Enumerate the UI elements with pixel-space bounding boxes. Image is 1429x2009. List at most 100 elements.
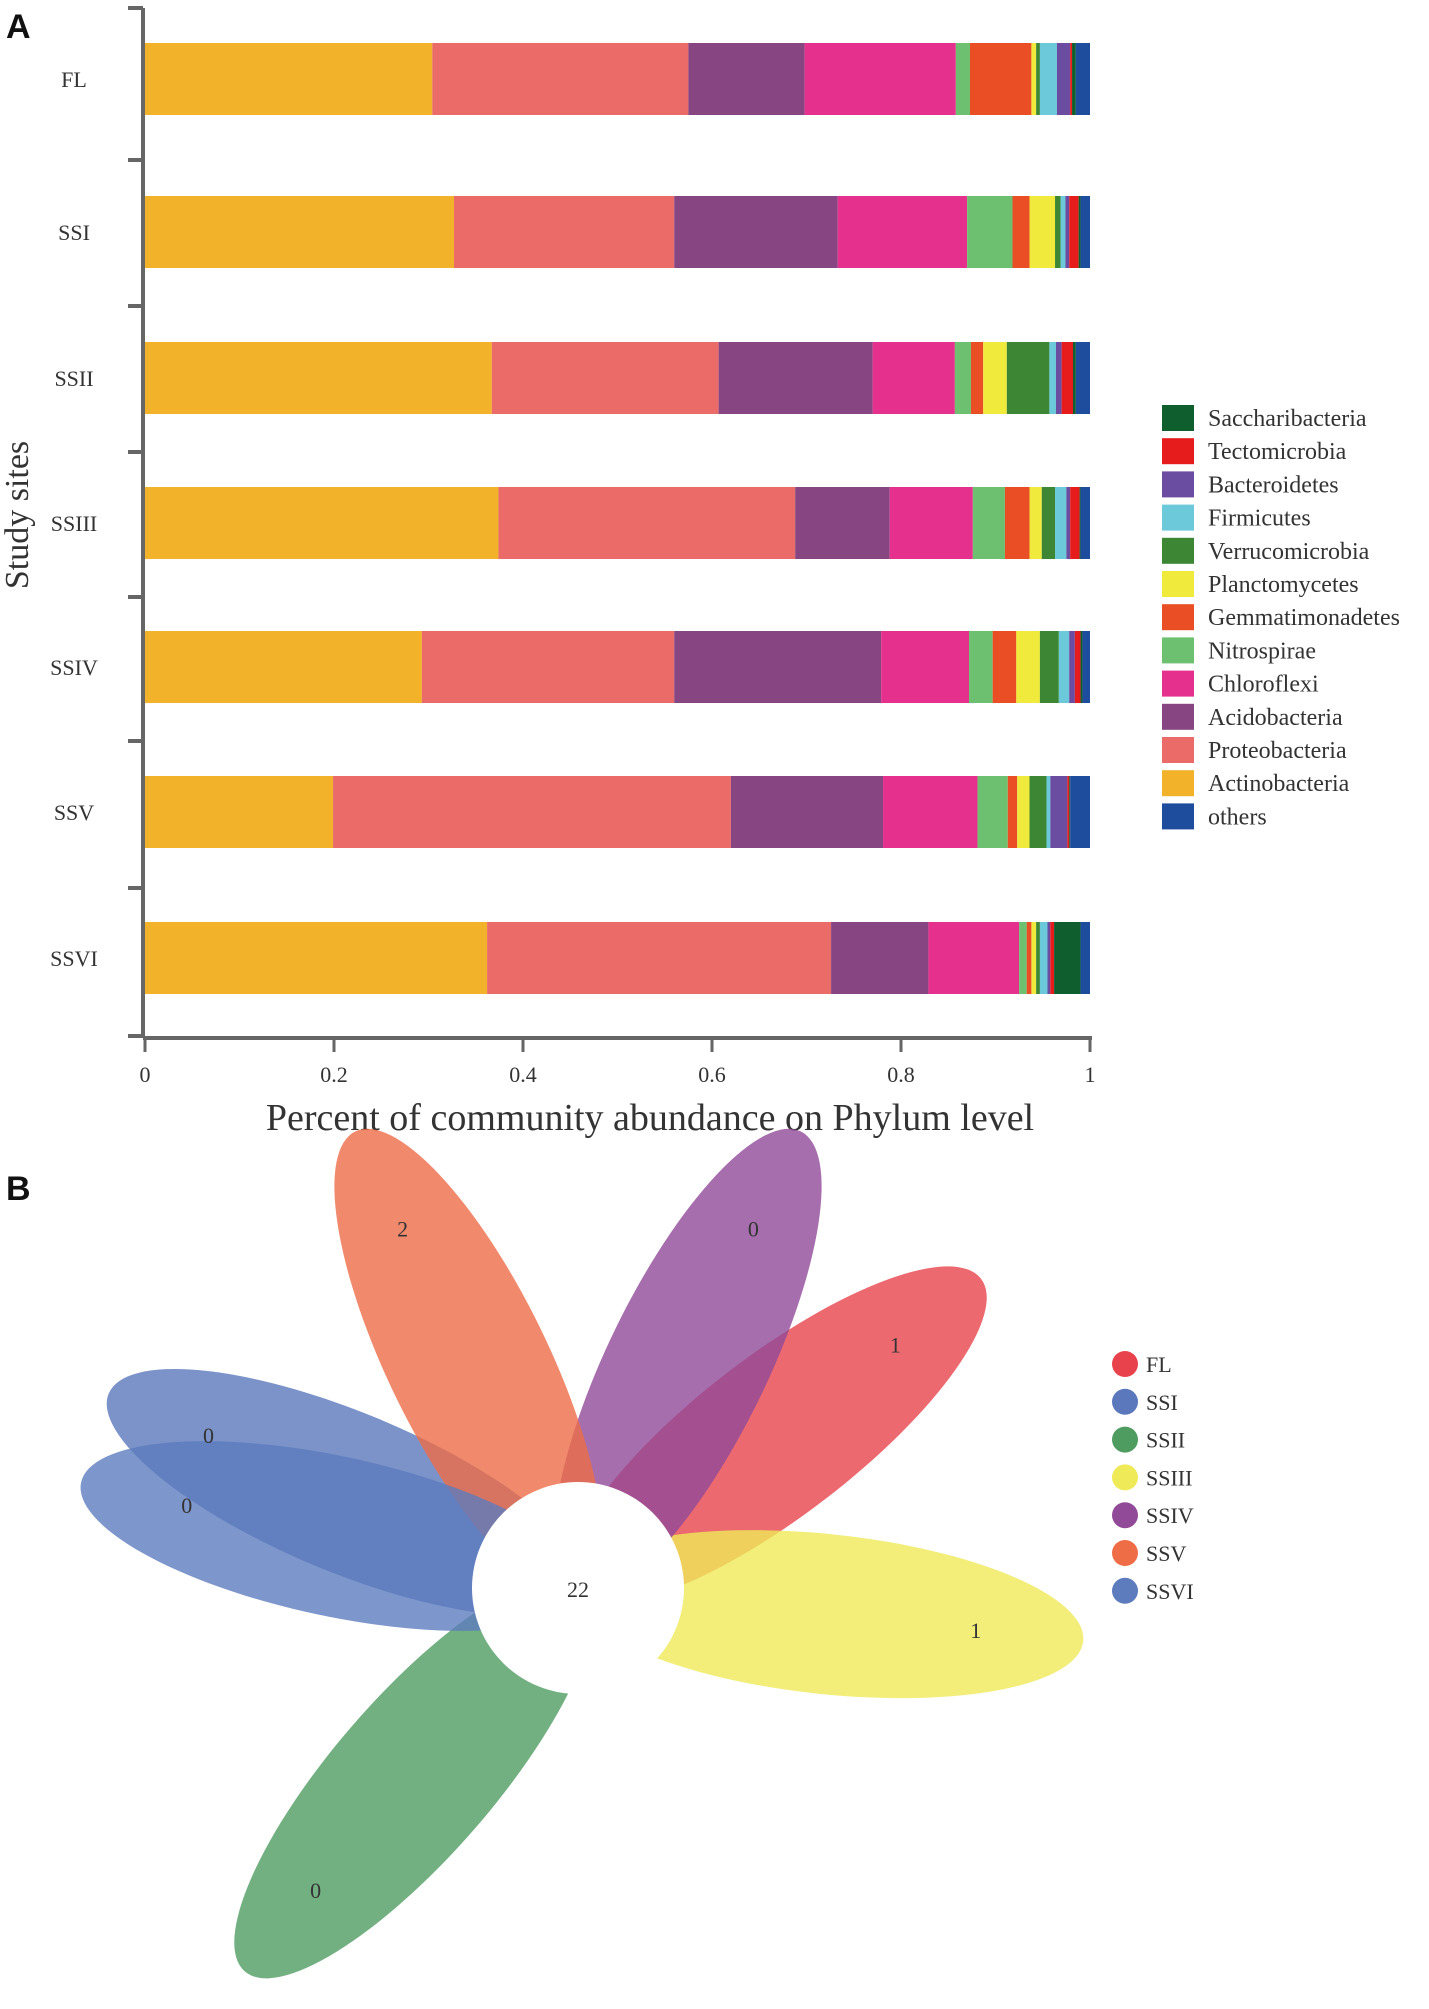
- bar-ssi-firmicutes: [1060, 196, 1066, 268]
- bar-fl-bacteroidetes: [1056, 43, 1071, 115]
- legend-swatch-nitrospirae: [1162, 637, 1194, 664]
- bar-ssii-acidobacteria: [718, 342, 873, 414]
- bar-fl-nitrospirae: [955, 43, 970, 115]
- y-axis-title: Study sites: [0, 441, 36, 589]
- legend-label-acidobacteria: Acidobacteria: [1208, 705, 1343, 731]
- venn-petal-ssv: [334, 1128, 603, 1598]
- bar-fl-proteobacteria: [432, 43, 689, 115]
- venn-petal-ssii: [234, 1575, 594, 1979]
- bar-ssii-planctomycetes: [983, 342, 1007, 414]
- venn-legend-label-ssiii: SSIII: [1146, 1465, 1192, 1490]
- bar-ssi-others: [1080, 196, 1090, 268]
- bar-ssvi-nitrospirae: [1019, 922, 1027, 994]
- bar-ssv-firmicutes: [1046, 776, 1051, 848]
- category-label-ssi: SSI: [58, 220, 90, 245]
- x-axis-ticks: [143, 1038, 1092, 1052]
- legend-swatch-tectomicrobia: [1162, 438, 1194, 465]
- bar-ssiii-bacteroidetes: [1066, 487, 1071, 559]
- venn-petal-ssiv: [553, 1128, 822, 1598]
- bar-ssii-proteobacteria: [491, 342, 719, 414]
- stacked-bar-chart: FL SSI SSII SSIII SSIV SSV SSVI 0 0.2 0.4 0.6 0.8 1…: [0, 6, 1400, 1139]
- bar-ssv-others: [1070, 776, 1090, 848]
- venn-value-ssiii: 1: [970, 1618, 981, 1643]
- venn-legend-label-ssi: SSI: [1146, 1390, 1178, 1415]
- bar-ssii-actinobacteria: [145, 342, 492, 414]
- legend-label-gemmatimonadetes: Gemmatimonadetes: [1208, 605, 1400, 631]
- bar-ssi-verrucomicrobia: [1055, 196, 1061, 268]
- bar-ssv-chloroflexi: [883, 776, 978, 848]
- legend-swatch-firmicutes: [1162, 504, 1194, 531]
- venn-core-value: 22: [567, 1577, 589, 1602]
- venn-petals: [80, 1128, 1084, 1979]
- bar-ssiv-proteobacteria: [421, 631, 675, 703]
- legend-label-bacteroidetes: Bacteroidetes: [1208, 472, 1339, 498]
- venn-legend-label-ssiv: SSIV: [1146, 1503, 1194, 1528]
- bar-ssiv-chloroflexi: [881, 631, 970, 703]
- x-tick-label-1: 0.2: [320, 1062, 348, 1087]
- legend-swatch-others: [1162, 803, 1194, 830]
- bar-ssvi-proteobacteria: [487, 922, 832, 994]
- bar-ssvi-others: [1080, 922, 1090, 994]
- bar-ssvi-acidobacteria: [831, 922, 929, 994]
- bar-ssv-actinobacteria: [145, 776, 334, 848]
- x-tick-label-4: 0.8: [887, 1062, 915, 1087]
- bar-ssii-gemmatimonadetes: [970, 342, 984, 414]
- bar-ssi-tectomicrobia: [1069, 196, 1079, 268]
- bar-ssv-planctomycetes: [1017, 776, 1030, 848]
- bar-ssv-verrucomicrobia: [1029, 776, 1047, 848]
- legend-swatch-verrucomicrobia: [1162, 537, 1194, 564]
- bar-ssv-nitrospirae: [977, 776, 1008, 848]
- bar-segments: [145, 43, 1090, 994]
- bar-ssiii-acidobacteria: [795, 487, 890, 559]
- bar-ssiv-firmicutes: [1058, 631, 1070, 703]
- bar-ssiii-nitrospirae: [972, 487, 1005, 559]
- bar-ssii-verrucomicrobia: [1006, 342, 1050, 414]
- bar-ssiv-nitrospirae: [969, 631, 993, 703]
- bar-ssi-planctomycetes: [1029, 196, 1056, 268]
- venn-value-ssiv: 0: [748, 1216, 759, 1241]
- bar-ssvi-verrucomicrobia: [1036, 922, 1040, 994]
- bar-ssii-firmicutes: [1049, 342, 1056, 414]
- legend-label-firmicutes: Firmicutes: [1208, 506, 1311, 532]
- legend-label-saccharibacteria: Saccharibacteria: [1208, 406, 1367, 432]
- bar-ssi-saccharibacteria: [1078, 196, 1081, 268]
- bar-ssii-chloroflexi: [872, 342, 955, 414]
- category-label-ssii: SSII: [54, 366, 93, 391]
- panel-label-a: A: [6, 8, 31, 46]
- legend-swatch-acidobacteria: [1162, 703, 1194, 730]
- legend-label-planctomycetes: Planctomycetes: [1208, 572, 1359, 598]
- bar-ssiv-acidobacteria: [674, 631, 882, 703]
- bar-ssvi-planctomycetes: [1031, 922, 1037, 994]
- venn-petal-ssiii: [569, 1530, 1084, 1699]
- venn-core: [472, 1482, 684, 1694]
- venn-legend-label-ssvi: SSVI: [1146, 1579, 1194, 1604]
- bar-ssi-actinobacteria: [145, 196, 455, 268]
- bar-ssv-saccharibacteria: [1069, 776, 1071, 848]
- bar-ssiii-firmicutes: [1055, 487, 1067, 559]
- legend-swatch-chloroflexi: [1162, 670, 1194, 697]
- legend-swatch-saccharibacteria: [1162, 405, 1194, 431]
- x-tick-label-0: 0: [140, 1062, 151, 1087]
- bar-fl-acidobacteria: [688, 43, 805, 115]
- y-axis-ticks: [128, 6, 143, 1038]
- category-label-ssvi: SSVI: [50, 946, 98, 971]
- x-tick-label-5: 1: [1085, 1062, 1096, 1087]
- venn-legend-label-ssii: SSII: [1146, 1428, 1185, 1453]
- category-label-ssv: SSV: [54, 800, 94, 825]
- venn-legend-swatch-ssi: [1112, 1388, 1138, 1415]
- bar-ssv-tectomicrobia: [1067, 776, 1070, 848]
- bar-ssiii-planctomycetes: [1029, 487, 1042, 559]
- legend-label-actinobacteria: Actinobacteria: [1208, 771, 1350, 797]
- phylum-legend: Saccharibacteria Tectomicrobia Bacteroidet…: [1162, 405, 1400, 830]
- bar-ssiii-actinobacteria: [145, 487, 499, 559]
- venn-legend-swatch-ssiv: [1112, 1502, 1138, 1529]
- bar-ssiv-planctomycetes: [1016, 631, 1040, 703]
- bar-ssiv-others: [1082, 631, 1090, 703]
- legend-label-proteobacteria: Proteobacteria: [1208, 738, 1347, 764]
- panel-label-b: B: [6, 1170, 31, 1208]
- bar-ssiv-actinobacteria: [145, 631, 422, 703]
- bar-ssiii-others: [1080, 487, 1090, 559]
- category-label-fl: FL: [61, 67, 87, 92]
- bar-fl-tectomicrobia: [1070, 43, 1073, 115]
